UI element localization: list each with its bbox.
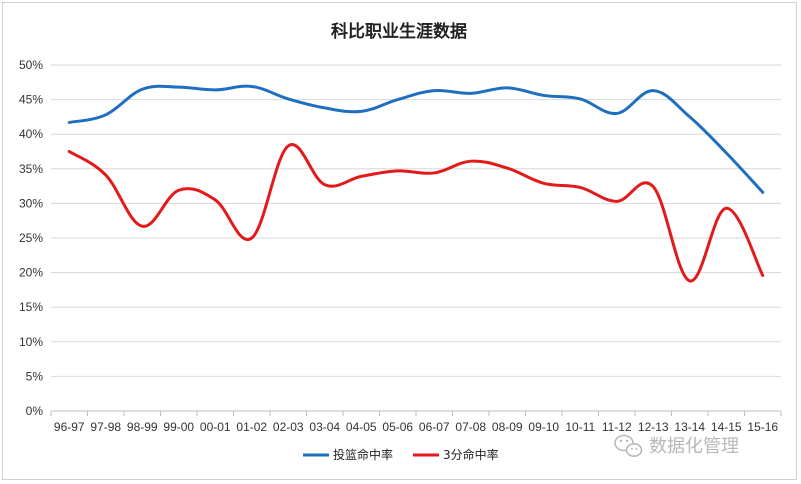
chart-title: 科比职业生涯数据 bbox=[331, 21, 467, 42]
y-tick-label: 35% bbox=[19, 162, 43, 176]
wechat-icon bbox=[614, 434, 643, 457]
x-tick-label: 11-12 bbox=[602, 420, 632, 434]
x-tick-label: 08-09 bbox=[492, 420, 523, 434]
x-tick-label: 10-11 bbox=[565, 420, 595, 434]
x-tick-label: 12-13 bbox=[638, 420, 669, 434]
x-tick-label: 15-16 bbox=[747, 420, 778, 434]
legend-label: 3分命中率 bbox=[443, 447, 499, 462]
x-tick-label: 97-98 bbox=[90, 420, 121, 434]
y-tick-label: 15% bbox=[19, 300, 43, 314]
x-tick-label: 06-07 bbox=[419, 420, 450, 434]
x-tick-label: 13-14 bbox=[674, 420, 705, 434]
x-tick-label: 14-15 bbox=[711, 420, 742, 434]
legend: 投篮命中率 3分命中率 bbox=[303, 447, 499, 462]
x-tick-label: 09-10 bbox=[528, 420, 559, 434]
y-tick-label: 45% bbox=[19, 93, 43, 107]
y-tick-label: 0% bbox=[26, 404, 44, 418]
y-tick-label: 5% bbox=[26, 369, 44, 383]
x-tick-label: 03-04 bbox=[309, 420, 340, 434]
x-tick-label: 04-05 bbox=[346, 420, 377, 434]
y-tick-label: 25% bbox=[19, 231, 43, 245]
y-tick-label: 50% bbox=[19, 58, 43, 72]
watermark: 数据化管理 bbox=[614, 434, 739, 457]
x-tick-label: 05-06 bbox=[382, 420, 413, 434]
y-tick-label: 20% bbox=[19, 266, 43, 280]
legend-label: 投篮命中率 bbox=[333, 447, 393, 462]
line-chart: 科比职业生涯数据 0% 5% 10% 15% 20% 25% 30% 35% 40% 45% 50%… bbox=[19, 21, 782, 462]
y-tick-label: 40% bbox=[19, 127, 43, 141]
x-tick-label: 02-03 bbox=[273, 420, 304, 434]
watermark-text: 数据化管理 bbox=[649, 436, 739, 457]
x-tick-label: 07-08 bbox=[455, 420, 486, 434]
x-tick-label: 00-01 bbox=[200, 420, 231, 434]
series-line-1 bbox=[67, 143, 765, 283]
series-line-0 bbox=[67, 84, 765, 194]
x-tick-label: 98-99 bbox=[127, 420, 158, 434]
x-tick-label: 01-02 bbox=[236, 420, 267, 434]
x-tick-label: 99-00 bbox=[163, 420, 194, 434]
x-tick-label: 96-97 bbox=[54, 420, 85, 434]
y-tick-label: 10% bbox=[19, 335, 43, 349]
y-tick-label: 30% bbox=[19, 196, 43, 210]
